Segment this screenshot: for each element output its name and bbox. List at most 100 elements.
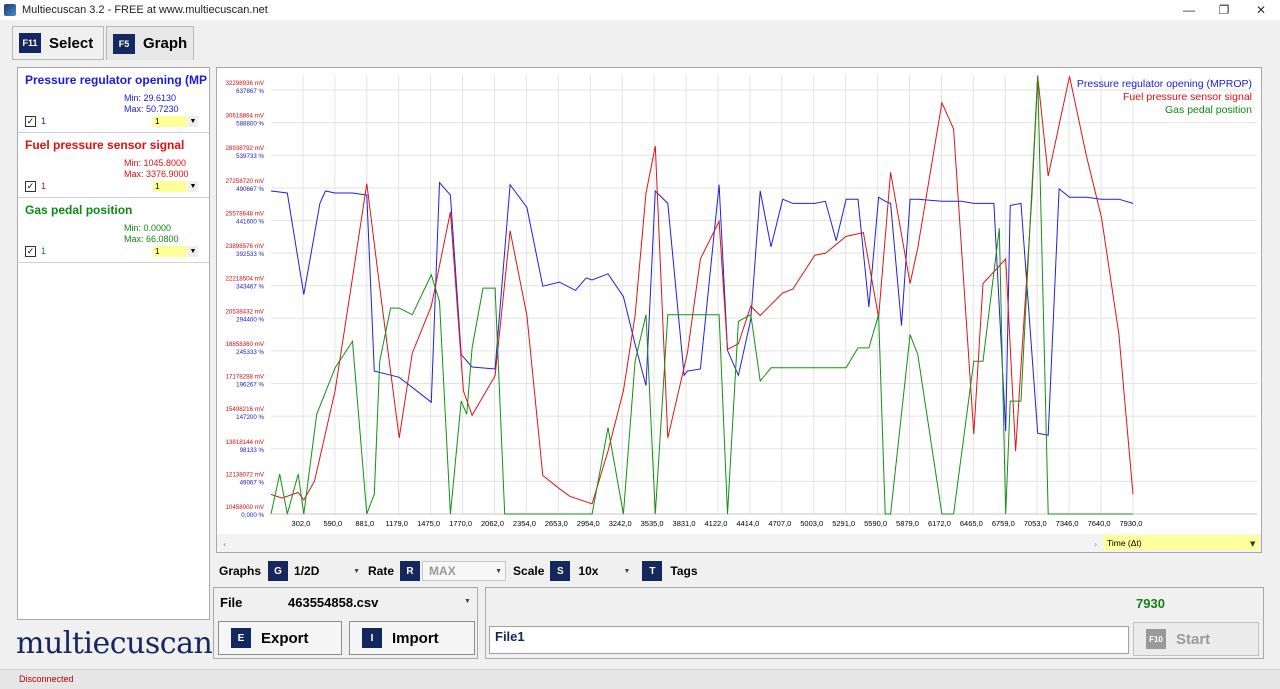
signal-name: Fuel pressure sensor signal: [25, 138, 185, 152]
run-panel: 7930 File1 F10 Start: [485, 587, 1264, 659]
signal-checkbox[interactable]: ✓: [25, 246, 36, 257]
x-tick-label: 4414,0: [736, 519, 759, 528]
signal-item: Fuel pressure sensor signal Min: 1045.80…: [18, 133, 209, 198]
chevron-down-icon[interactable]: ▼: [188, 116, 198, 127]
chevron-down-icon[interactable]: ▼: [623, 567, 631, 575]
x-tick-label: 4707,0: [768, 519, 791, 528]
start-label: Start: [1176, 630, 1211, 648]
scroll-left-icon: ‹: [223, 540, 226, 549]
signal-min: Min: 29.6130: [124, 93, 177, 103]
y-tick-label-pct: 441600 %: [236, 218, 264, 225]
y-tick-label-pct: 490667 %: [236, 186, 264, 193]
x-axis-selector: [1103, 535, 1259, 550]
y-tick-label-pct: 196267 %: [236, 382, 264, 389]
y-tick-label-pct: 147200 %: [236, 414, 264, 421]
file-select-value[interactable]: 463554858.csv: [288, 595, 379, 610]
maximize-button[interactable]: ❐: [1218, 3, 1230, 17]
signal-index: 1: [41, 181, 47, 191]
file-label: File: [220, 595, 243, 610]
y-tick-label-pct: 49067 %: [240, 479, 265, 486]
x-tick-label: 1770,0: [449, 519, 472, 528]
signal-index: 1: [41, 116, 47, 126]
y-tick-label-pct: 588800 %: [236, 121, 264, 128]
y-tick-label-mv: 25578648 mV: [225, 210, 264, 217]
y-tick-label-mv: 22218504 mV: [225, 276, 264, 283]
signal-name: Pressure regulator opening (MP: [25, 73, 208, 87]
graphs-select[interactable]: 1/2D ▼: [288, 561, 360, 581]
signal-name: Gas pedal position: [25, 203, 133, 217]
scrollbar-track: [217, 534, 1261, 552]
signal-scale-select[interactable]: 1: [153, 246, 187, 257]
graph-controls: Graphs G 1/2D ▼ Rate R MAX ▼ Scale S 10x…: [216, 560, 1262, 582]
t-key-icon[interactable]: T: [642, 561, 663, 581]
signal-scale-select[interactable]: 1: [153, 181, 187, 192]
y-tick-label-mv: 12138072 mV: [225, 471, 264, 478]
x-tick-label: 7053,0: [1024, 519, 1047, 528]
legend-entry: Gas pedal position: [1165, 104, 1252, 116]
title-bar: Multiecuscan 3.2 - FREE at www.multiecus…: [0, 0, 1280, 20]
chevron-down-icon[interactable]: ▼: [353, 567, 361, 575]
x-tick-label: 5291,0: [832, 519, 855, 528]
y-tick-label-pct: 245333 %: [236, 349, 264, 356]
x-tick-label: 6465,0: [960, 519, 983, 528]
y-tick-label-pct: 98133 %: [240, 447, 265, 454]
start-button[interactable]: F10 Start: [1133, 622, 1259, 656]
x-tick-label: 2954,0: [577, 519, 600, 528]
signal-checkbox[interactable]: ✓: [25, 116, 36, 127]
y-tick-label-mv: 30618864 mV: [225, 113, 264, 120]
import-label: Import: [392, 629, 439, 647]
signal-min: Min: 0.0000: [124, 223, 172, 233]
x-tick-label: 6172,0: [928, 519, 951, 528]
y-tick-label-pct: 539733 %: [236, 153, 264, 160]
export-button[interactable]: E Export: [218, 621, 342, 655]
y-tick-label-pct: 294400 %: [236, 316, 264, 323]
close-button[interactable]: ✕: [1255, 3, 1267, 17]
graphs-value: 1/2D: [294, 564, 320, 578]
signal-min: Min: 1045.8000: [124, 158, 187, 168]
x-tick-label: 3535,0: [641, 519, 664, 528]
x-tick-label: 2653,0: [545, 519, 568, 528]
chevron-down-icon[interactable]: ▼: [495, 567, 503, 575]
sample-counter: 7930: [1136, 596, 1165, 611]
f10-key-icon: F10: [1146, 629, 1166, 649]
y-tick-label-mv: 28938792 mV: [225, 145, 264, 152]
file-name-input[interactable]: File1: [489, 626, 1129, 654]
legend-entry: Pressure regulator opening (MPROP): [1077, 78, 1252, 90]
y-tick-label-mv: 27258720 mV: [225, 178, 264, 185]
import-button[interactable]: I Import: [349, 621, 475, 655]
x-tick-label: 5590,0: [864, 519, 887, 528]
scroll-right-icon: ›: [1094, 540, 1097, 549]
rate-select[interactable]: MAX ▼: [422, 561, 507, 581]
scale-select[interactable]: 10x ▼: [572, 561, 632, 581]
chevron-down-icon[interactable]: ▼: [464, 598, 471, 605]
signal-max: Max: 3376.9000: [124, 169, 189, 179]
signal-scale-select[interactable]: 1: [153, 116, 187, 127]
graphs-label: Graphs: [219, 564, 262, 578]
tab-graph-label: Graph: [143, 35, 188, 52]
status-bar: Disconnected: [0, 669, 1280, 689]
scale-label: Scale: [513, 564, 545, 578]
x-tick-label: 7930,0: [1120, 519, 1143, 528]
x-tick-label: 881,0: [355, 519, 374, 528]
signal-max: Max: 50.7230: [124, 104, 179, 114]
tags-label[interactable]: Tags: [670, 564, 698, 578]
connection-status: Disconnected: [19, 674, 74, 684]
tab-graph[interactable]: F5 Graph: [106, 26, 194, 60]
chevron-down-icon[interactable]: ▼: [188, 181, 198, 192]
y-tick-label-mv: 18858360 mV: [225, 341, 264, 348]
chevron-down-icon[interactable]: ▼: [188, 246, 198, 257]
x-tick-label: 4122,0: [704, 519, 727, 528]
legend-entry: Fuel pressure sensor signal: [1123, 91, 1252, 103]
tab-select[interactable]: F11 Select: [12, 26, 104, 60]
graph-panel: 10458000 mV 0,000 % 12138072 mV 49067 % 1381…: [216, 67, 1262, 553]
chevron-down-icon: ▼: [1250, 540, 1256, 548]
signal-checkbox[interactable]: ✓: [25, 181, 36, 192]
x-tick-label: 302,0: [292, 519, 311, 528]
series-line: [270, 75, 1133, 515]
minimize-button[interactable]: —: [1183, 3, 1195, 17]
y-tick-label-mv: 10458000 mV: [225, 504, 264, 511]
tab-select-label: Select: [49, 34, 94, 52]
export-label: Export: [261, 629, 309, 647]
s-key-icon: S: [550, 561, 571, 581]
